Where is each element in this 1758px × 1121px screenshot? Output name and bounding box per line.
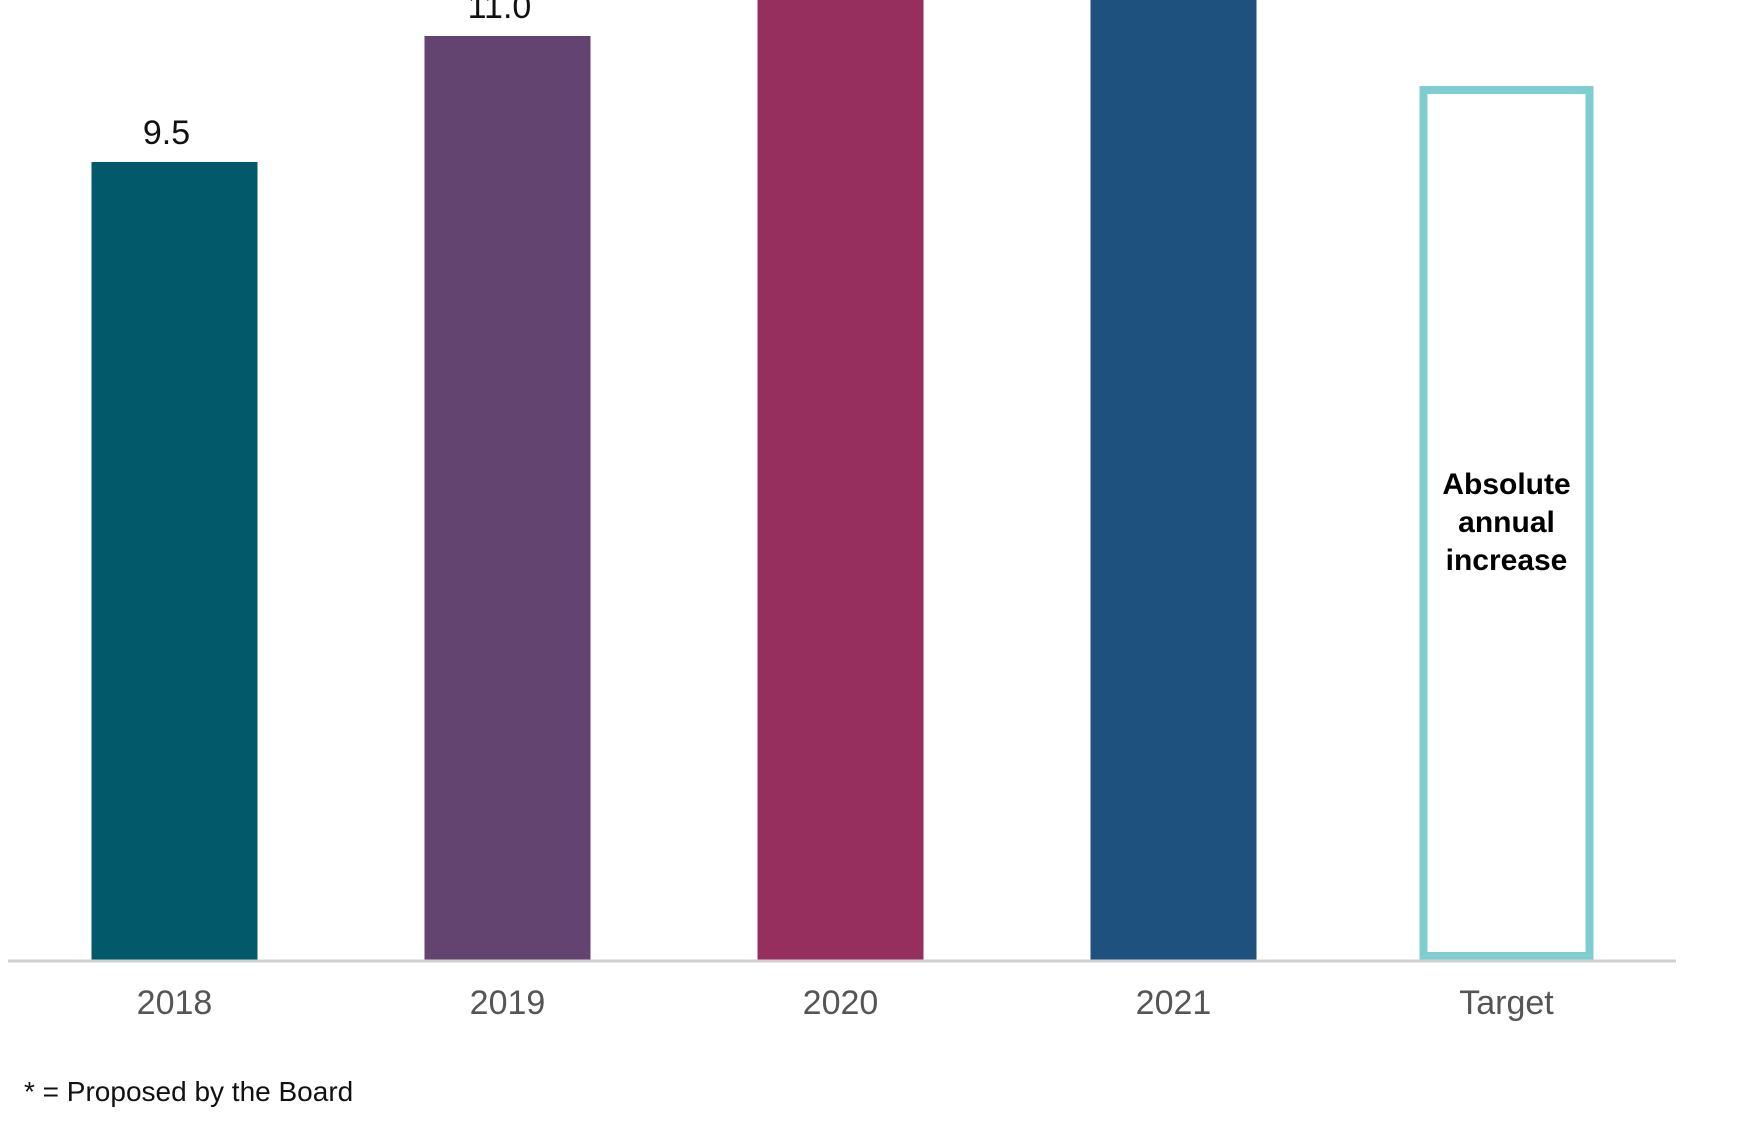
bar-2020 bbox=[757, 0, 924, 960]
target-label-line: Absolute bbox=[1442, 468, 1570, 501]
target-box bbox=[1419, 86, 1594, 960]
value-label-2018: 9.5 bbox=[143, 114, 190, 152]
x-tick-label-2020: 2020 bbox=[803, 984, 879, 1022]
target-label-line: increase bbox=[1446, 544, 1568, 577]
target-group: Absolute annual increase bbox=[1419, 86, 1594, 960]
bar-2021 bbox=[1090, 0, 1257, 960]
x-tick-labels-group: 2018 2019 2020 2021 Target bbox=[137, 984, 1555, 1022]
footnote: * = Proposed by the Board bbox=[24, 1076, 354, 1107]
target-label-line: annual bbox=[1458, 506, 1555, 539]
bars-group bbox=[91, 0, 1257, 960]
value-labels-group: 9.511.012.013.5* bbox=[143, 0, 532, 152]
bar-2018 bbox=[91, 162, 258, 960]
bar-2019 bbox=[424, 36, 591, 960]
x-tick-label-Target: Target bbox=[1459, 984, 1554, 1022]
x-tick-label-2018: 2018 bbox=[137, 984, 213, 1022]
x-tick-label-2021: 2021 bbox=[1136, 984, 1212, 1022]
value-label-2019: 11.0 bbox=[468, 0, 532, 26]
x-tick-label-2019: 2019 bbox=[470, 984, 546, 1022]
